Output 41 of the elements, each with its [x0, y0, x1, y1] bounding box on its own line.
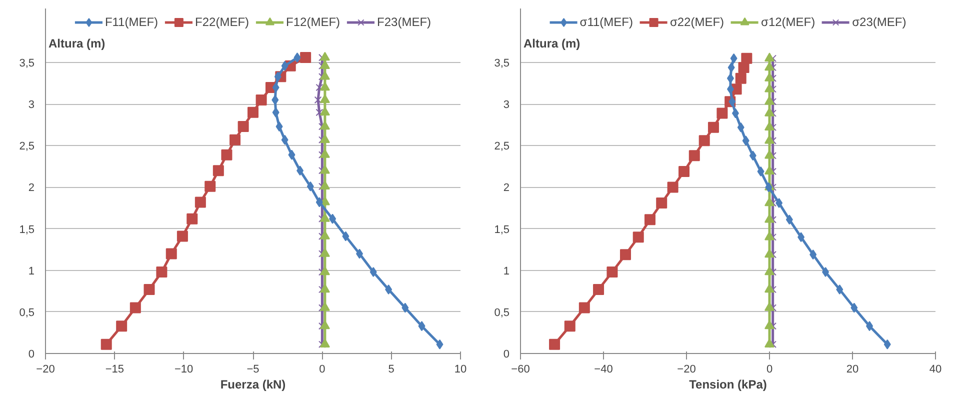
x-tick-label: −10: [174, 364, 194, 376]
x-tick-label: −60: [511, 364, 530, 376]
x-axis-title: Fuerza (kN): [220, 378, 286, 392]
y-tick-label: 0: [28, 348, 35, 360]
y-tick-label: 3: [28, 99, 35, 112]
y-tick-label: 0,5: [19, 306, 35, 319]
legend-label: F22(MEF): [195, 15, 250, 29]
legend-label: σ12(MEF): [761, 15, 816, 29]
x-tick-label: −20: [36, 364, 55, 376]
y-tick-label: 0,5: [494, 306, 510, 319]
x-tick-label: 5: [388, 364, 394, 376]
y-tick-label: 1: [28, 265, 35, 278]
x-tick-label: 0: [319, 364, 326, 376]
y-tick-label: 1,5: [494, 224, 510, 236]
y-tick-label: 2: [503, 182, 510, 194]
legend-label: F23(MEF): [377, 15, 432, 29]
x-tick-label: −5: [246, 364, 260, 376]
x-tick-label: 0: [766, 364, 773, 376]
legend-label: σ23(MEF): [852, 15, 906, 29]
y-tick-label: 3,5: [494, 58, 510, 70]
legend-label: F11(MEF): [104, 15, 158, 29]
legend-label: σ22(MEF): [670, 15, 724, 29]
y-tick-label: 3,5: [19, 58, 35, 70]
x-tick-label: 20: [846, 364, 859, 376]
y-tick-label: 1: [503, 265, 510, 278]
y-axis-title: Altura (m): [48, 36, 106, 50]
y-tick-label: 3: [503, 99, 510, 112]
x-tick-label: −15: [105, 364, 124, 376]
x-axis-title: Tension (kPa): [689, 378, 767, 392]
x-tick-label: 10: [454, 364, 467, 376]
y-tick-label: 2: [28, 182, 35, 194]
y-tick-label: 0: [503, 348, 510, 360]
legend-label: F12(MEF): [286, 15, 340, 29]
legend-label: σ11(MEF): [580, 15, 633, 29]
x-tick-label: 40: [929, 364, 942, 376]
x-tick-label: −20: [677, 364, 696, 376]
y-tick-label: 2,5: [494, 140, 510, 153]
y-tick-label: 2,5: [19, 140, 35, 153]
y-tick-label: 1,5: [19, 224, 35, 236]
y-axis-title: Altura (m): [524, 36, 580, 50]
x-tick-label: −40: [594, 364, 613, 376]
